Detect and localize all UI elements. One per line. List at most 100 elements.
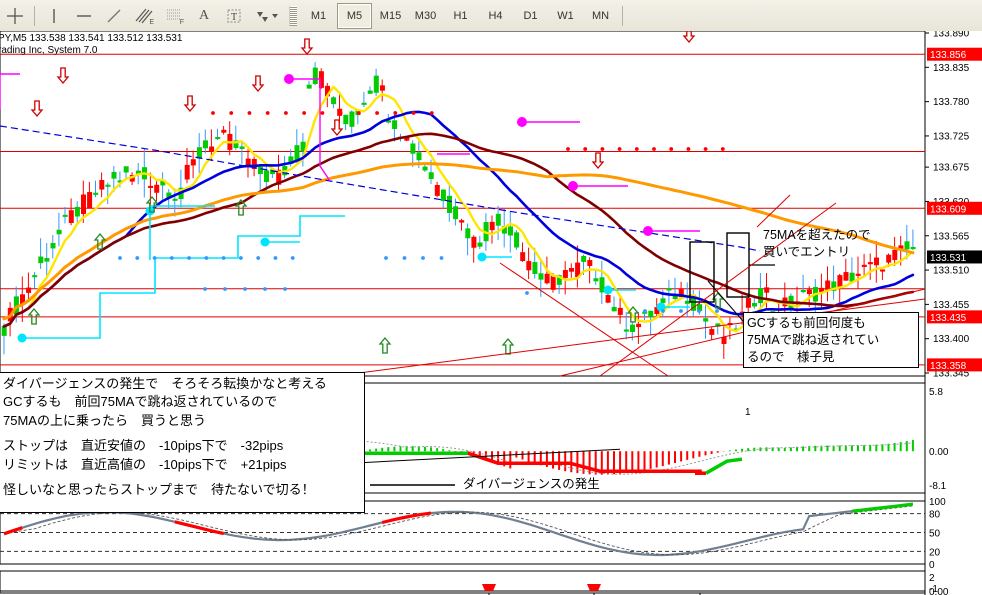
candle-body [203,140,209,149]
dotted-marker-blue [661,309,665,313]
text-tool-button[interactable]: A [189,3,219,29]
dotted-marker-blue [384,256,388,260]
dotted-marker-red [669,147,674,151]
candle-body [373,75,379,93]
timeframe-m15[interactable]: M15 [379,9,402,22]
timeframe-m30[interactable]: M30 [414,9,437,22]
candle-body [623,329,629,332]
candle-body [745,298,751,308]
candle-body [806,289,812,294]
dotted-marker-red [229,111,234,115]
candle-body [410,143,416,154]
gc-annotation-box: GCするも前回何度も 75MAで跳ね返されてい るので 様子見 [743,312,919,368]
dotted-marker-red [338,111,343,115]
candle-body [520,252,526,262]
buy-arrow-marker [27,307,41,325]
sell-arrow-marker [682,31,696,44]
candle-body [385,120,391,123]
candle-body [849,272,855,282]
dotted-marker-red [393,111,398,115]
candle-body [819,287,825,292]
dotted-marker-red [652,147,656,151]
entry-annotation-line2: 買いでエントリ [763,244,851,259]
candle-body [861,264,867,267]
buy-arrow-marker [626,305,640,323]
candle-body [111,171,117,179]
candle-body [617,307,623,315]
strategy-line8: 怪しいなと思ったらストップまで 待たないで切る！ [3,482,315,498]
dotted-marker-red [703,147,708,151]
strategy-line5: ストップは 直近安値の -10pips下で -32pips [3,438,284,454]
candle-body [599,277,605,293]
candle-body [215,136,221,140]
sell-arrow-marker [56,67,70,85]
text-tool-label: A [198,7,210,23]
horizontal-line-tool-button[interactable] [69,3,99,29]
candle-body [251,158,257,169]
candle-body [471,236,477,248]
candle-body [800,289,806,293]
dotted-marker-blue [223,287,227,291]
candle-body [556,275,562,285]
vertical-line-tool-button[interactable] [39,3,69,29]
chart-area[interactable]: PY,M5 133.538 133.541 133.512 133.531 rad… [0,31,982,595]
trendline-tool-button[interactable] [99,3,129,29]
ma-line-maroon-40 [2,132,915,328]
ma-line-blue-21 [2,110,915,328]
timeframe-h1[interactable]: H1 [453,9,468,22]
price-axis-label: 133.345 [933,369,970,380]
candle-body [349,111,355,127]
timeframe-mn[interactable]: MN [591,9,610,22]
timeframe-m5[interactable]: M5 [337,2,372,29]
dotted-marker-blue [715,309,719,313]
timeframe-w1[interactable]: W1 [557,9,574,22]
stoch-signal-line [3,505,913,556]
dotted-marker-blue [421,256,425,260]
candle-body [636,323,642,328]
dotted-marker-blue [439,256,444,260]
candle-body [276,169,282,185]
crosshair-tool-button[interactable] [0,3,30,29]
candle-body [910,247,916,250]
dotted-marker-blue [273,256,278,260]
strategy-line1: ダイバージェンスの発生で そろそろ転換かなと考える [3,376,327,391]
chart-symbol-label: PY,M5 133.538 133.541 133.512 133.531 [0,33,183,44]
chart-canvas[interactable]: PY,M5 133.538 133.541 133.512 133.531rad… [0,31,982,595]
dotted-marker-red [617,147,622,151]
equidistant-channel-tool-button[interactable]: E [129,3,159,29]
candle-body [263,170,269,183]
candle-body [56,229,62,235]
timeframe-m1[interactable]: M1 [310,9,327,22]
timeframe-d1[interactable]: D1 [523,9,538,22]
buy-arrow-marker [93,232,107,250]
buy-arrow-marker [501,337,515,355]
candle-body [709,329,715,335]
candle-body [495,213,501,226]
candle-body [196,147,202,159]
candle-body [62,214,68,217]
divergence-annotation: ダイバージェンスの発生 [463,477,600,491]
candle-body [550,275,556,290]
candle-body [751,303,757,307]
dotted-marker-blue [243,287,247,291]
candle-body [422,166,428,171]
text-label-tool-button[interactable]: T [219,3,249,29]
candle-body [172,198,178,201]
candle-body [526,261,532,271]
strategy-line2: GCするも 前回75MAで跳ね返されているので [3,394,278,410]
candle-body [428,172,434,179]
stoch-overbought-segment [851,502,914,513]
gc-annotation-line1: GCするも前回何度も [747,316,866,330]
candle-body [867,262,873,265]
dotted-marker-red [411,111,416,115]
toolbar-grip[interactable] [289,5,297,26]
price-marker-bg [927,358,982,372]
candle-body [154,184,160,193]
fibonacci-tool-button[interactable]: F [159,3,189,29]
timeframe-h4[interactable]: H4 [488,9,503,22]
shapes-tool-button[interactable] [249,3,285,29]
macd-state-line-green-2 [705,457,743,475]
sell-arrow-marker [251,75,265,93]
dotted-marker-blue [239,256,243,260]
dotted-marker-red [720,147,725,151]
